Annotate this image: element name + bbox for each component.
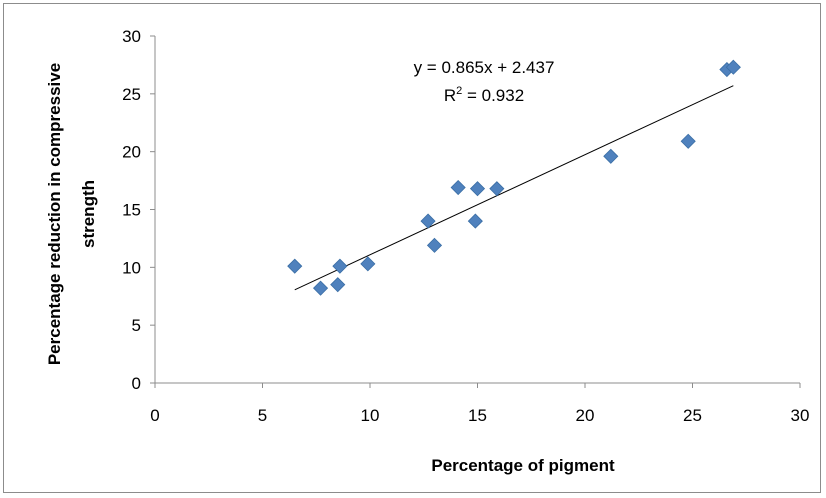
chart-frame <box>3 3 821 493</box>
y-axis-ticks: 0 5 10 15 20 25 30 <box>122 27 155 393</box>
x-tick-label: 30 <box>791 406 810 425</box>
data-point-5 <box>420 213 436 229</box>
x-axis-title: Percentage of pigment <box>431 456 615 475</box>
data-point-0 <box>287 258 303 274</box>
r-squared-label: R2 = 0.932 <box>444 85 524 105</box>
data-point-3 <box>332 258 348 274</box>
x-tick-label: 25 <box>683 406 702 425</box>
x-tick-label: 0 <box>150 406 159 425</box>
data-points <box>287 59 741 296</box>
data-point-12 <box>680 133 696 149</box>
data-point-6 <box>426 237 443 253</box>
y-tick-label: 10 <box>122 258 141 277</box>
x-tick-label: 15 <box>468 406 487 425</box>
x-axis-ticks: 0 5 10 15 20 25 30 <box>150 383 809 425</box>
y-tick-label: 0 <box>132 374 141 393</box>
data-point-11 <box>603 148 619 164</box>
data-point-2 <box>330 277 346 293</box>
x-tick-label: 10 <box>361 406 380 425</box>
data-point-7 <box>450 179 466 196</box>
y-axis-title-line-1: Percentage reduction in compressive <box>45 63 64 365</box>
data-point-8 <box>467 213 483 229</box>
data-point-14 <box>725 59 741 75</box>
y-tick-label: 30 <box>122 27 141 46</box>
y-axis-title-line-2: strength <box>79 180 98 248</box>
data-point-10 <box>489 181 505 197</box>
y-tick-label: 5 <box>132 316 141 335</box>
y-tick-label: 25 <box>122 85 141 104</box>
x-tick-label: 20 <box>576 406 595 425</box>
data-point-4 <box>360 256 376 272</box>
trendline <box>294 85 734 291</box>
x-tick-label: 5 <box>258 406 267 425</box>
data-point-1 <box>312 280 329 296</box>
data-point-9 <box>469 181 486 197</box>
y-tick-label: 15 <box>122 201 141 220</box>
trendline-equation: y = 0.865x + 2.437 <box>414 58 555 77</box>
y-tick-label: 20 <box>122 143 141 162</box>
